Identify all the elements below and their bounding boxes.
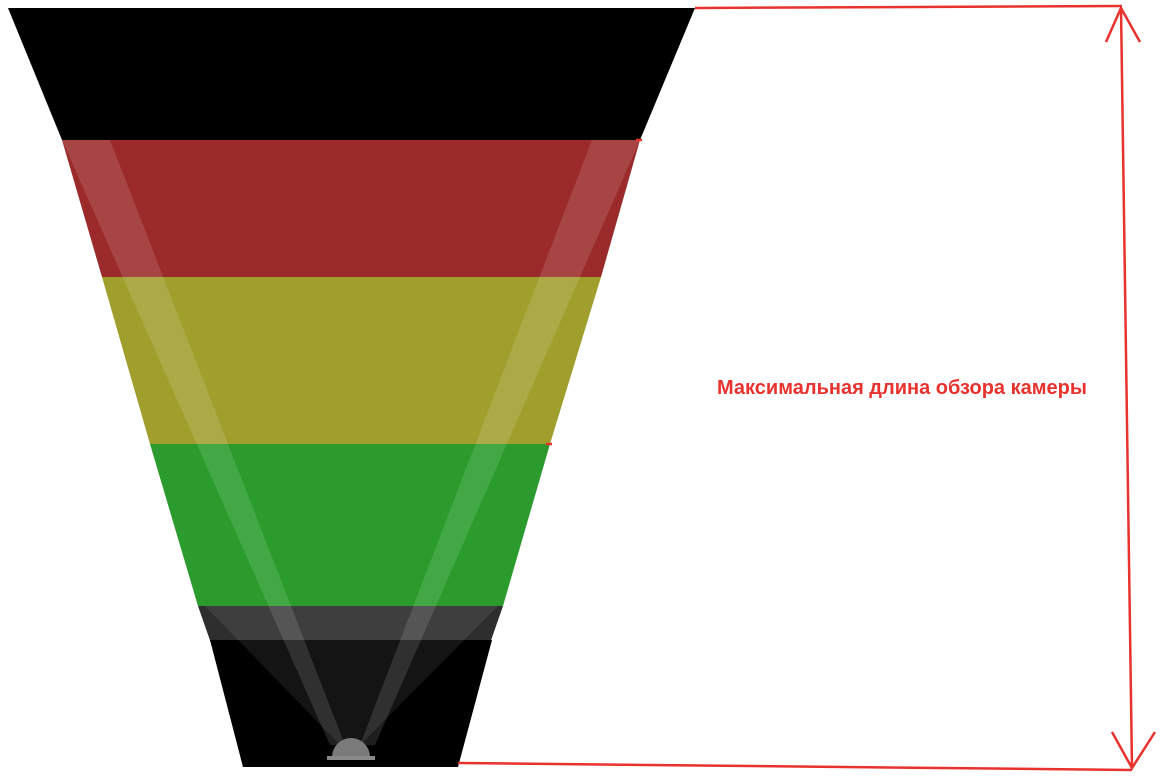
max-range-annotation bbox=[457, 4, 1157, 772]
max-range-label: Максимальная длина обзора камеры bbox=[717, 377, 1087, 399]
arrow-down-icon bbox=[1110, 731, 1157, 771]
light-cone-right-beam bbox=[360, 140, 640, 745]
zone-yellow bbox=[102, 277, 601, 444]
zone-dark-gray-lower bbox=[210, 640, 492, 767]
zone-green bbox=[150, 444, 550, 606]
camera-dome-icon bbox=[327, 738, 375, 760]
light-cone bbox=[62, 140, 640, 745]
bottom-extent-line bbox=[457, 761, 1133, 772]
top-extent-line bbox=[694, 4, 1123, 10]
arrow-up-icon bbox=[1104, 5, 1142, 43]
view-funnel bbox=[8, 8, 695, 767]
range-dimension-line bbox=[1119, 7, 1134, 769]
light-cone-left-beam bbox=[62, 140, 345, 745]
light-cone-inner bbox=[205, 606, 498, 745]
zone-top-black bbox=[8, 8, 695, 140]
zone-red bbox=[62, 140, 640, 277]
